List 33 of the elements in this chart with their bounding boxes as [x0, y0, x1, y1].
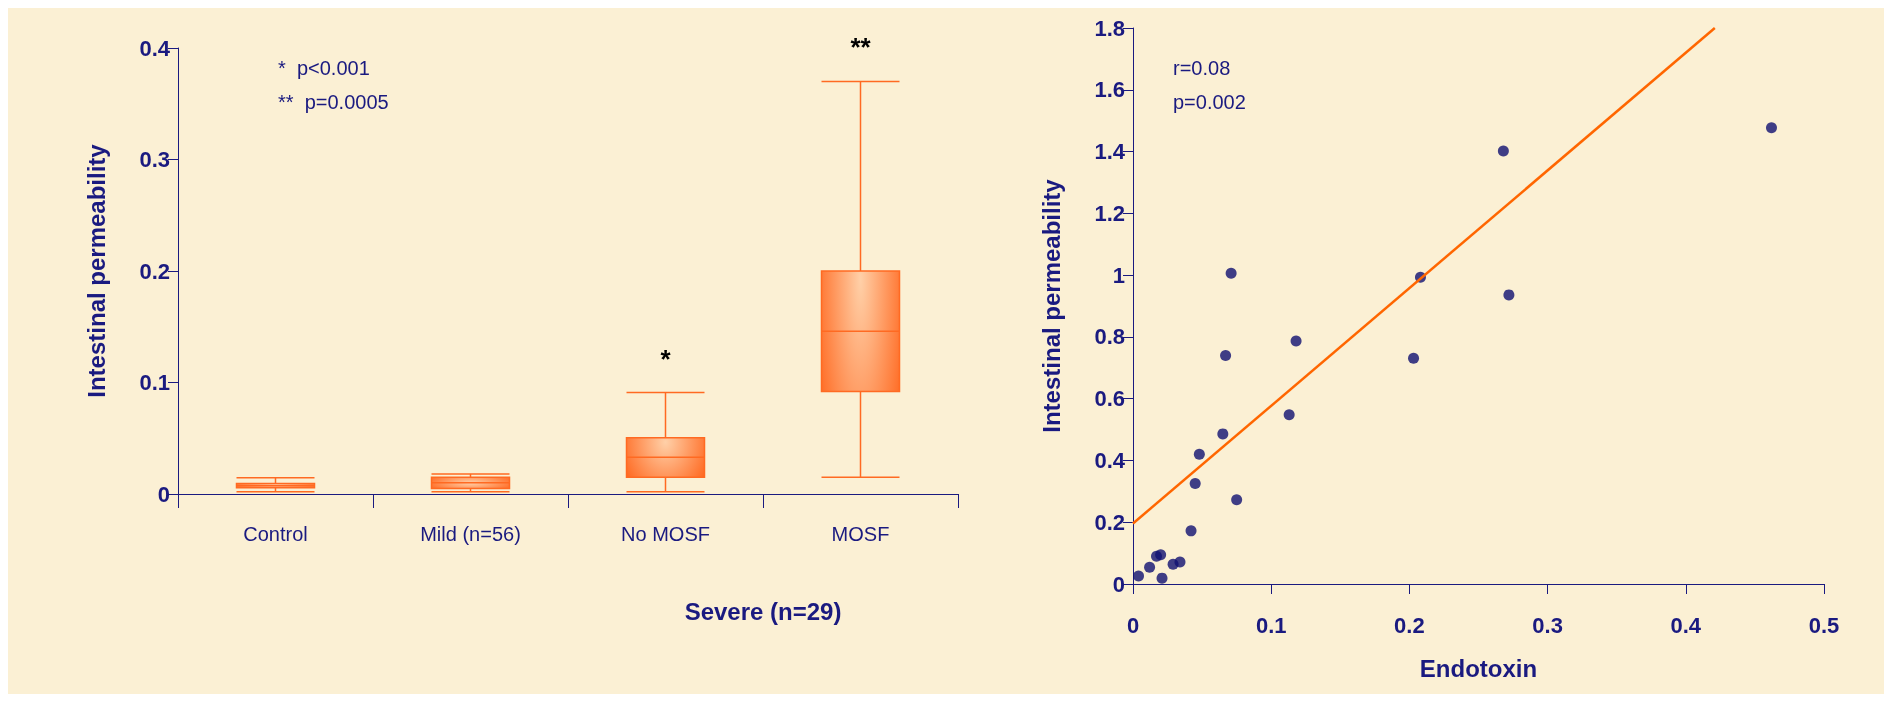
x-axis-title: Severe (n=29) [684, 597, 842, 625]
annotation: p=0.002 [1173, 91, 1246, 113]
y-tick-label: 0.8 [1094, 324, 1125, 350]
annotation: * p<0.001 [278, 57, 370, 79]
annotation: r=0.08 [1173, 57, 1231, 79]
y-tick-label: 1.2 [1094, 200, 1125, 226]
y-tick-label: 0.6 [1094, 386, 1125, 412]
y-tick-label: 0.4 [139, 35, 171, 61]
x-tick-label: Control [243, 523, 308, 545]
x-tick-label: Mild (n=56) [420, 523, 521, 545]
x-tick-label: 0.3 [1532, 612, 1563, 638]
x-tick-label: MOSF [831, 523, 890, 545]
x-tick-label: 0.1 [1255, 612, 1287, 638]
annotation: * [660, 343, 672, 374]
y-tick-label: 0 [157, 481, 170, 507]
y-tick-label: 1.8 [1094, 15, 1125, 41]
x-tick-label: No MOSF [621, 523, 710, 545]
y-tick-label: 1.6 [1094, 77, 1125, 103]
annotation: ** p=0.0005 [278, 91, 389, 113]
y-tick-label: 0.1 [139, 370, 170, 395]
y-tick-label: 0.2 [139, 258, 170, 284]
x-tick-label: 0.5 [1808, 612, 1840, 638]
y-tick-label: 0 [1112, 571, 1125, 597]
y-axis-title: Intestinal permeability [82, 143, 110, 398]
x-tick-label: 0.4 [1670, 612, 1702, 638]
x-tick-label: 0.2 [1394, 612, 1425, 638]
y-axis-title: Intestinal permeability [1037, 178, 1065, 433]
x-axis-title: Endotoxin [1419, 654, 1538, 682]
y-tick-label: 1.4 [1094, 139, 1126, 165]
y-tick-label: 1 [1112, 262, 1125, 288]
y-tick-label: 0.4 [1094, 447, 1126, 473]
annotation: ** [850, 32, 872, 63]
y-tick-label: 0.3 [139, 147, 170, 172]
